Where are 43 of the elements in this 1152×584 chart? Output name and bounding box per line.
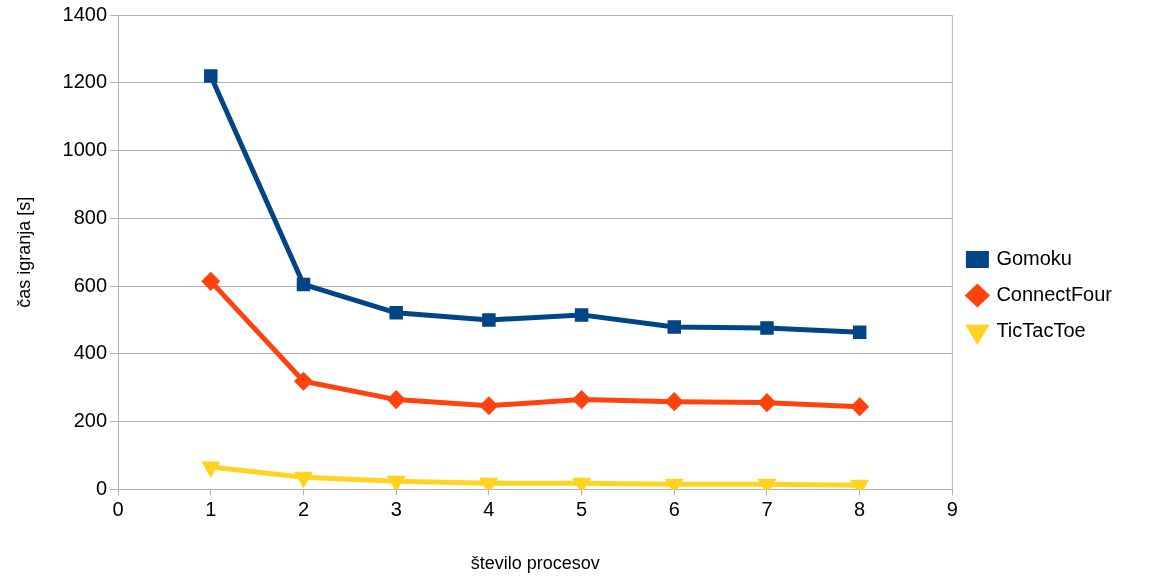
point xyxy=(667,320,682,334)
point xyxy=(482,313,496,327)
x-tick-label: 7 xyxy=(761,497,773,520)
y-tick-label: 800 xyxy=(73,205,108,228)
x-tick-label: 8 xyxy=(854,497,866,520)
y-tick-label: 600 xyxy=(73,273,108,296)
x-tick-label: 6 xyxy=(668,497,680,520)
point xyxy=(573,391,591,409)
y-tick-label: 0 xyxy=(95,476,108,499)
x-tick-label: 4 xyxy=(483,497,495,520)
point xyxy=(574,308,589,322)
x-tick-label: 0 xyxy=(112,497,124,520)
x-axis-title: število procesov xyxy=(470,553,600,574)
point xyxy=(758,394,776,412)
point xyxy=(202,272,220,290)
point xyxy=(759,478,775,490)
x-tick-label: 2 xyxy=(297,497,310,520)
point xyxy=(480,397,498,415)
legend-label: Gomoku xyxy=(996,247,1072,270)
point xyxy=(296,277,311,292)
x-tick-label: 9 xyxy=(946,497,958,520)
point xyxy=(852,325,867,339)
x-tick-label: 1 xyxy=(205,497,217,520)
point xyxy=(760,321,774,335)
point xyxy=(665,393,683,411)
point xyxy=(388,475,404,490)
y-tick-label: 400 xyxy=(73,341,108,364)
point xyxy=(481,477,497,490)
x-tick-label: 5 xyxy=(576,497,588,520)
point xyxy=(294,372,312,390)
legend-label: ConnectFour xyxy=(996,283,1113,306)
point xyxy=(389,306,403,320)
y-tick-label: 1400 xyxy=(62,2,108,25)
y-tick-label: 200 xyxy=(73,409,108,432)
point xyxy=(204,69,218,83)
point xyxy=(851,398,869,416)
y-tick-label: 1200 xyxy=(62,70,108,93)
point xyxy=(387,391,405,409)
y-axis-title: čas igranja [s] xyxy=(13,196,34,308)
legend-label: TicTacToe xyxy=(996,319,1086,342)
y-tick-label: 1000 xyxy=(62,138,108,161)
x-tick-label: 3 xyxy=(390,497,402,520)
point xyxy=(573,477,590,490)
